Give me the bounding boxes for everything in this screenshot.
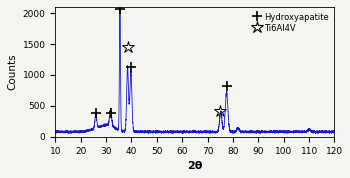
X-axis label: 2θ: 2θ <box>187 161 203 171</box>
Y-axis label: Counts: Counts <box>7 54 17 90</box>
Legend: Hydroxyapatite, Ti6Al4V: Hydroxyapatite, Ti6Al4V <box>252 11 330 35</box>
